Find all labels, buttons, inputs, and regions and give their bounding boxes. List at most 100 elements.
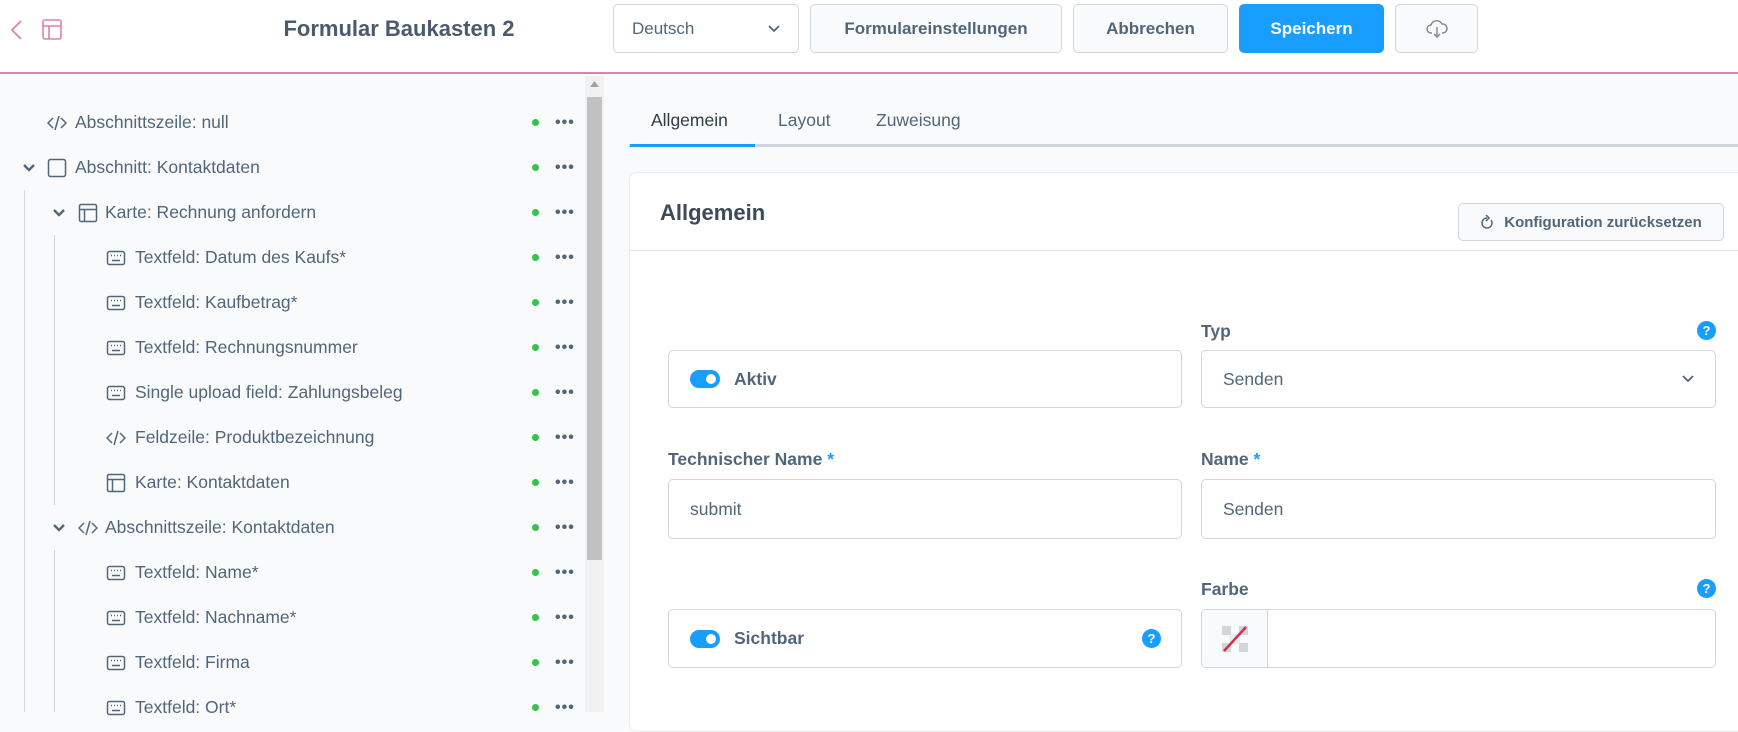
header: Formular Baukasten 2 Deutsch Formularein… [0,0,1738,74]
tree-item-label: Abschnitt: Kontaktdaten [75,157,260,177]
tree-item-label: Abschnittszeile: Kontaktdaten [105,517,335,537]
keyboard-icon [106,295,126,310]
tree-item-label: Textfeld: Nachname* [135,607,297,627]
active-tab-indicator [630,144,755,147]
tree-item[interactable]: Textfeld: Firma ••• [0,640,585,685]
chevron-down-icon[interactable] [52,521,66,535]
tree-item[interactable]: Karte: Kontaktdaten ••• [0,460,585,505]
cloud-download-icon [1425,19,1448,38]
reset-config-label: Konfiguration zurücksetzen [1504,213,1702,231]
tree-item-label: Abschnittszeile: null [75,112,229,132]
save-button[interactable]: Speichern [1239,4,1384,53]
tree-guide-line [24,190,25,712]
more-options-button[interactable]: ••• [555,428,575,446]
tab-allgemein[interactable]: Allgemein [651,110,728,130]
more-options-button[interactable]: ••• [555,293,575,311]
technical-name-label: Technischer Name * [668,449,834,470]
scroll-up-icon[interactable] [590,81,599,87]
more-options-button[interactable]: ••• [555,203,575,221]
status-dot [532,254,539,261]
farbe-label: Farbe [1201,579,1249,599]
sichtbar-toggle[interactable] [690,629,720,648]
name-input[interactable]: Senden [1201,479,1716,539]
status-dot [532,344,539,351]
tree-item[interactable]: Textfeld: Name* ••• [0,550,585,595]
color-swatch-button[interactable] [1202,610,1268,667]
layout-icon[interactable] [42,19,62,40]
status-dot [532,524,539,531]
aktiv-toggle-field[interactable]: Aktiv [668,350,1182,408]
tree-item[interactable]: Abschnittszeile: null ••• [0,100,585,145]
download-button[interactable] [1395,4,1478,53]
tree-item[interactable]: Textfeld: Ort* ••• [0,685,585,730]
aktiv-toggle[interactable] [690,370,720,388]
form-settings-button[interactable]: Formulareinstellungen [810,4,1062,53]
tree-item[interactable]: Textfeld: Nachname* ••• [0,595,585,640]
tree-guide-line [54,235,55,505]
status-dot [532,704,539,711]
chevron-down-icon [768,24,780,32]
language-value: Deutsch [632,18,695,38]
more-options-button[interactable]: ••• [555,653,575,671]
sidebar-tree [0,76,604,712]
chevron-down-icon[interactable] [22,161,36,175]
tree-item[interactable]: Feldzeile: Produktbezeichnung ••• [0,415,585,460]
more-options-button[interactable]: ••• [555,338,575,356]
help-icon[interactable]: ? [1697,321,1716,340]
more-options-button[interactable]: ••• [555,158,575,176]
reset-config-button[interactable]: Konfiguration zurücksetzen [1458,203,1724,241]
tree-item-label: Textfeld: Ort* [135,697,237,717]
status-dot [532,299,539,306]
tree-item-label: Textfeld: Datum des Kaufs* [135,247,347,267]
tree-item-label: Textfeld: Firma [135,652,250,672]
layout-icon [78,203,98,222]
more-options-button[interactable]: ••• [555,383,575,401]
language-select[interactable]: Deutsch [613,4,799,53]
more-options-button[interactable]: ••• [555,698,575,716]
tree-item[interactable]: Abschnitt: Kontaktdaten ••• [0,145,585,190]
technical-name-input[interactable]: submit [668,479,1182,539]
help-icon[interactable]: ? [1697,579,1716,598]
back-chevron-icon[interactable] [9,19,23,41]
typ-label: Typ [1201,321,1231,341]
more-options-button[interactable]: ••• [555,608,575,626]
tab-zuweisung[interactable]: Zuweisung [876,110,961,130]
aktiv-label: Aktiv [734,368,777,389]
sichtbar-toggle-field[interactable]: Sichtbar [668,609,1182,668]
typ-select[interactable]: Senden [1201,350,1716,408]
typ-value: Senden [1223,368,1284,389]
card-title: Allgemein [660,200,766,225]
status-dot [532,569,539,576]
tree-item[interactable]: Karte: Rechnung anfordern ••• [0,190,585,235]
status-dot [532,164,539,171]
tree-item-label: Single upload field: Zahlungsbeleg [135,382,403,402]
status-dot [532,659,539,666]
tree-item[interactable]: Abschnittszeile: Kontaktdaten ••• [0,505,585,550]
more-options-button[interactable]: ••• [555,113,575,131]
card-divider [630,250,1738,251]
more-options-button[interactable]: ••• [555,473,575,491]
keyboard-icon [106,340,126,355]
cancel-button[interactable]: Abbrechen [1073,4,1228,53]
status-dot [532,209,539,216]
tab-layout[interactable]: Layout [778,110,831,130]
more-options-button[interactable]: ••• [555,563,575,581]
keyboard-icon [106,655,126,670]
keyboard-icon [106,700,126,715]
no-color-icon [1221,625,1248,652]
help-icon[interactable]: ? [1142,629,1161,648]
tree-item[interactable]: Textfeld: Datum des Kaufs* ••• [0,235,585,280]
more-options-button[interactable]: ••• [555,248,575,266]
chevron-down-icon[interactable] [52,206,66,220]
layout-icon [106,473,126,492]
more-options-button[interactable]: ••• [555,518,575,536]
keyboard-icon [106,250,126,265]
tree-item-label: Feldzeile: Produktbezeichnung [135,427,375,447]
tree-item[interactable]: Single upload field: Zahlungsbeleg ••• [0,370,585,415]
tree-item[interactable]: Textfeld: Kaufbetrag* ••• [0,280,585,325]
keyboard-icon [106,385,126,400]
scrollbar-thumb[interactable] [587,97,602,560]
tree-item[interactable]: Textfeld: Rechnungsnummer ••• [0,325,585,370]
color-picker-field[interactable] [1201,609,1716,668]
page-title: Formular Baukasten 2 [283,16,515,41]
